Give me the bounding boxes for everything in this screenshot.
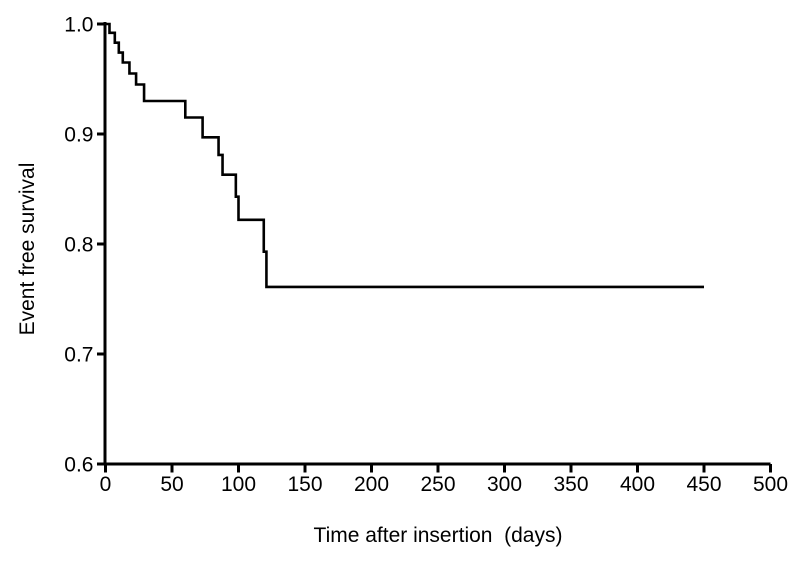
x-tick-label: 150 [287, 473, 322, 496]
survival-curve [105, 22, 704, 289]
y-tick-label: 0.9 [64, 124, 93, 147]
x-tick-label: 100 [221, 473, 256, 496]
x-tick-label: 500 [753, 473, 788, 496]
x-tick-label: 250 [420, 473, 455, 496]
x-tick-label: 0 [100, 473, 112, 496]
x-tick-label: 400 [620, 473, 655, 496]
y-tick-label: 0.8 [64, 234, 93, 257]
x-tick-label: 350 [553, 473, 588, 496]
x-tick-label: 50 [160, 473, 183, 496]
x-tick-label: 450 [686, 473, 721, 496]
y-tick-label: 0.6 [64, 454, 93, 477]
x-tick-label: 200 [354, 473, 389, 496]
x-axis-title: Time after insertion (days) [313, 524, 563, 547]
y-tick-label: 0.7 [64, 344, 93, 367]
y-tick-label: 1.0 [64, 14, 93, 37]
x-tick-label: 300 [487, 473, 522, 496]
y-axis-title: Event free survival [16, 162, 39, 336]
